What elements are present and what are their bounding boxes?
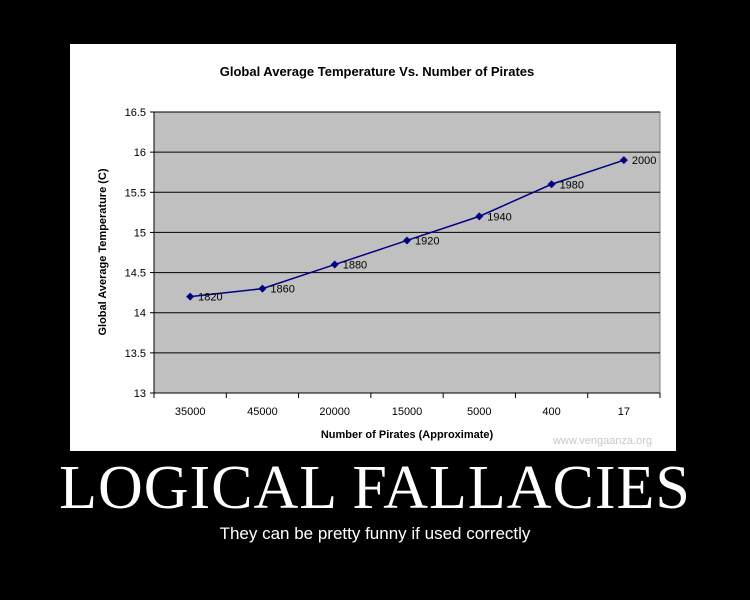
y-tick-label: 13 bbox=[134, 388, 146, 400]
x-tick-label: 35000 bbox=[175, 406, 206, 418]
x-tick-label: 5000 bbox=[467, 406, 491, 418]
plot-area bbox=[153, 111, 661, 394]
x-axis-ticks: 35000 45000 20000 15000 5000 400 17 bbox=[153, 393, 661, 418]
data-point-label: 1880 bbox=[343, 260, 367, 272]
x-tick-label: 15000 bbox=[392, 406, 423, 418]
data-point bbox=[186, 292, 195, 301]
y-tick-label: 15.5 bbox=[125, 187, 146, 199]
data-point bbox=[619, 156, 628, 165]
gridlines bbox=[154, 111, 660, 354]
data-point bbox=[475, 212, 484, 221]
data-point-label: 1980 bbox=[560, 179, 584, 191]
poster-caption: They can be pretty funny if used correct… bbox=[219, 524, 531, 543]
chart-title: Global Average Temperature Vs. Number of… bbox=[220, 64, 535, 79]
y-axis-ticks: 13 13.5 14 14.5 15 15.5 16 16.5 bbox=[125, 107, 154, 400]
data-point bbox=[547, 180, 556, 189]
data-point bbox=[330, 260, 339, 269]
data-point-label: 1820 bbox=[198, 292, 222, 304]
chart-frame: Global Average Temperature Vs. Number of… bbox=[70, 44, 676, 451]
watermark: www.vengaanza.org bbox=[552, 435, 652, 447]
data-point-label: 1940 bbox=[487, 211, 511, 223]
data-point-label: 2000 bbox=[632, 155, 656, 167]
y-tick-label: 16.5 bbox=[125, 107, 146, 119]
chart: Global Average Temperature Vs. Number of… bbox=[97, 64, 661, 441]
y-axis-title: Global Average Temperature (C) bbox=[97, 168, 109, 335]
y-tick-label: 13.5 bbox=[125, 348, 146, 360]
y-tick-label: 15 bbox=[134, 227, 146, 239]
data-point bbox=[258, 284, 267, 293]
y-tick-label: 14 bbox=[134, 308, 146, 320]
data-point-label: 1860 bbox=[270, 284, 294, 296]
x-axis-title: Number of Pirates (Approximate) bbox=[321, 429, 494, 441]
x-tick-label: 20000 bbox=[319, 406, 350, 418]
poster-title: LOGICAL FALLACIES bbox=[59, 454, 691, 522]
y-tick-label: 14.5 bbox=[125, 268, 146, 280]
x-tick-label: 17 bbox=[618, 406, 630, 418]
data-point-label: 1920 bbox=[415, 235, 439, 247]
data-point bbox=[403, 236, 411, 245]
x-tick-label: 45000 bbox=[247, 406, 278, 418]
series-line: 1820 1860 1880 1920 1940 1980 2000 bbox=[186, 155, 656, 304]
y-tick-label: 16 bbox=[134, 147, 146, 159]
x-tick-label: 400 bbox=[542, 406, 560, 418]
